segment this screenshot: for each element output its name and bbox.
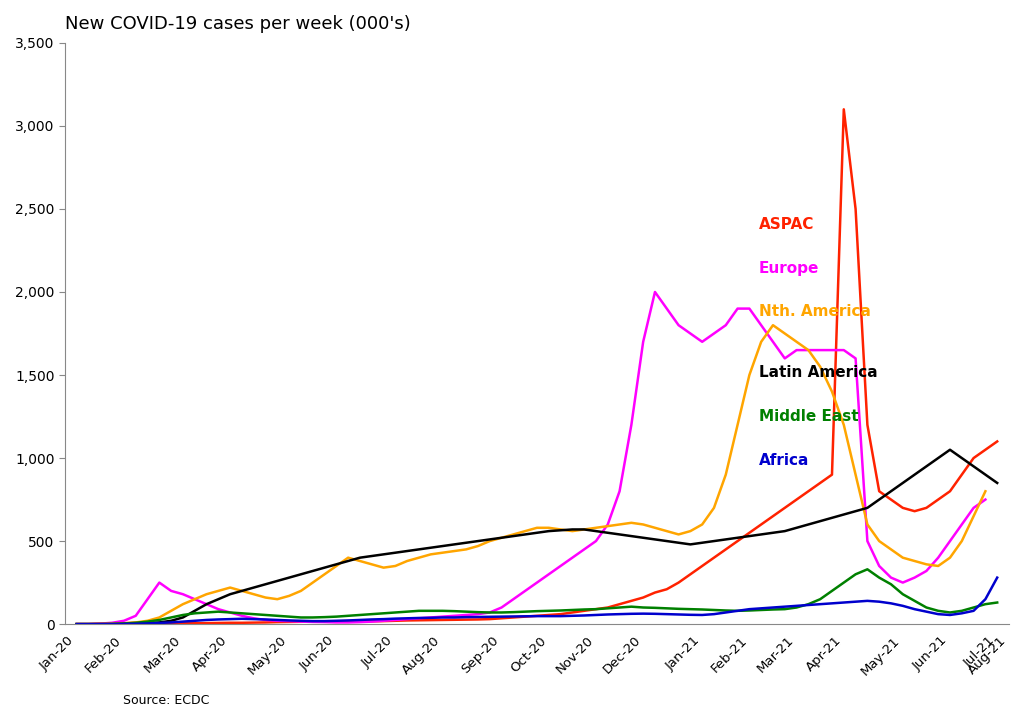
Text: Africa: Africa <box>759 453 809 468</box>
Text: Source: ECDC: Source: ECDC <box>123 694 209 707</box>
Text: Nth. America: Nth. America <box>759 304 870 319</box>
Text: ASPAC: ASPAC <box>759 217 814 232</box>
Text: Latin America: Latin America <box>759 366 878 381</box>
Text: Middle East: Middle East <box>759 409 858 424</box>
Text: Europe: Europe <box>759 261 819 276</box>
Text: New COVID-19 cases per week (000's): New COVID-19 cases per week (000's) <box>65 15 411 33</box>
